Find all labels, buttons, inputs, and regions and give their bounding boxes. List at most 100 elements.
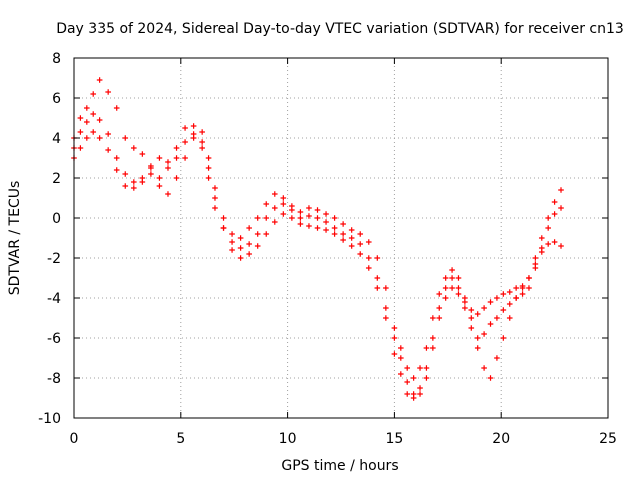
x-tick-label: 20 <box>492 431 510 447</box>
data-point <box>122 183 129 189</box>
data-point <box>383 285 389 291</box>
data-points <box>71 77 564 401</box>
data-point <box>84 135 90 141</box>
data-point <box>96 77 103 83</box>
x-axis-label: GPS time / hours <box>281 458 398 474</box>
data-point <box>105 131 111 137</box>
data-point <box>84 119 90 125</box>
data-point <box>398 345 404 351</box>
data-point <box>246 251 252 257</box>
data-point <box>532 255 539 261</box>
data-point <box>398 371 404 377</box>
data-point <box>348 227 355 233</box>
data-point <box>423 345 430 351</box>
data-point <box>436 315 443 321</box>
data-point <box>417 365 423 371</box>
data-point <box>289 215 295 221</box>
data-point <box>246 241 252 247</box>
data-point <box>551 211 558 217</box>
data-point <box>271 219 278 225</box>
data-point <box>297 209 304 215</box>
data-point <box>131 179 137 185</box>
data-point <box>430 315 436 321</box>
data-point <box>348 235 355 241</box>
data-point <box>77 145 84 151</box>
data-point <box>494 315 500 321</box>
data-point <box>173 145 180 151</box>
data-point <box>254 243 261 249</box>
data-point <box>105 147 111 153</box>
data-point <box>173 155 180 161</box>
data-point <box>526 275 532 281</box>
data-point <box>220 215 227 221</box>
data-point <box>182 139 188 145</box>
data-point <box>237 245 244 251</box>
grid-lines <box>74 58 608 418</box>
data-point <box>468 325 475 331</box>
data-point <box>263 201 270 207</box>
data-point <box>348 243 355 249</box>
data-point <box>417 391 423 397</box>
data-point <box>190 123 197 129</box>
series-track-2 <box>71 111 564 397</box>
x-tick-label: 0 <box>70 431 79 447</box>
data-point <box>263 215 270 221</box>
data-point <box>113 167 120 173</box>
data-point <box>462 305 468 311</box>
plot-frame <box>73 57 609 419</box>
data-point <box>306 205 312 211</box>
data-point <box>500 307 507 313</box>
data-point <box>391 351 398 357</box>
data-point <box>538 235 545 241</box>
x-tick-label: 10 <box>279 431 297 447</box>
data-point <box>156 183 163 189</box>
y-tick-label: 6 <box>52 91 61 107</box>
data-point <box>90 111 97 117</box>
data-point <box>404 391 411 397</box>
data-point <box>506 289 513 295</box>
data-point <box>205 155 212 161</box>
data-point <box>481 331 487 337</box>
data-point <box>513 295 519 301</box>
data-point <box>314 207 321 213</box>
data-point <box>340 231 346 237</box>
data-point <box>113 155 120 161</box>
data-point <box>323 227 329 233</box>
data-point <box>500 335 507 341</box>
data-point <box>357 231 364 237</box>
data-point <box>90 91 97 97</box>
data-point <box>139 151 146 157</box>
data-point <box>122 171 129 177</box>
data-point <box>538 249 545 255</box>
data-point <box>297 215 304 221</box>
data-point <box>237 235 244 241</box>
y-tick-label: -8 <box>47 371 61 387</box>
data-point <box>105 89 111 95</box>
data-point <box>430 335 436 341</box>
series-track-3 <box>71 129 564 401</box>
data-point <box>314 225 321 231</box>
data-point <box>481 365 487 371</box>
x-tick-label: 5 <box>176 431 185 447</box>
data-point <box>494 295 500 301</box>
data-point <box>513 285 519 291</box>
data-point <box>182 155 188 161</box>
data-point <box>165 159 171 165</box>
data-point <box>519 291 526 297</box>
data-point <box>410 395 417 401</box>
data-point <box>449 285 455 291</box>
data-point <box>545 215 551 221</box>
data-point <box>237 255 244 261</box>
data-point <box>263 231 270 237</box>
data-point <box>96 117 103 123</box>
data-point <box>165 191 171 197</box>
data-point <box>199 145 205 151</box>
y-tick-label: 8 <box>52 51 61 67</box>
data-point <box>468 307 475 313</box>
data-point <box>442 275 449 281</box>
data-point <box>182 125 188 131</box>
data-point <box>156 155 163 161</box>
data-point <box>156 175 163 181</box>
data-point <box>289 207 295 213</box>
